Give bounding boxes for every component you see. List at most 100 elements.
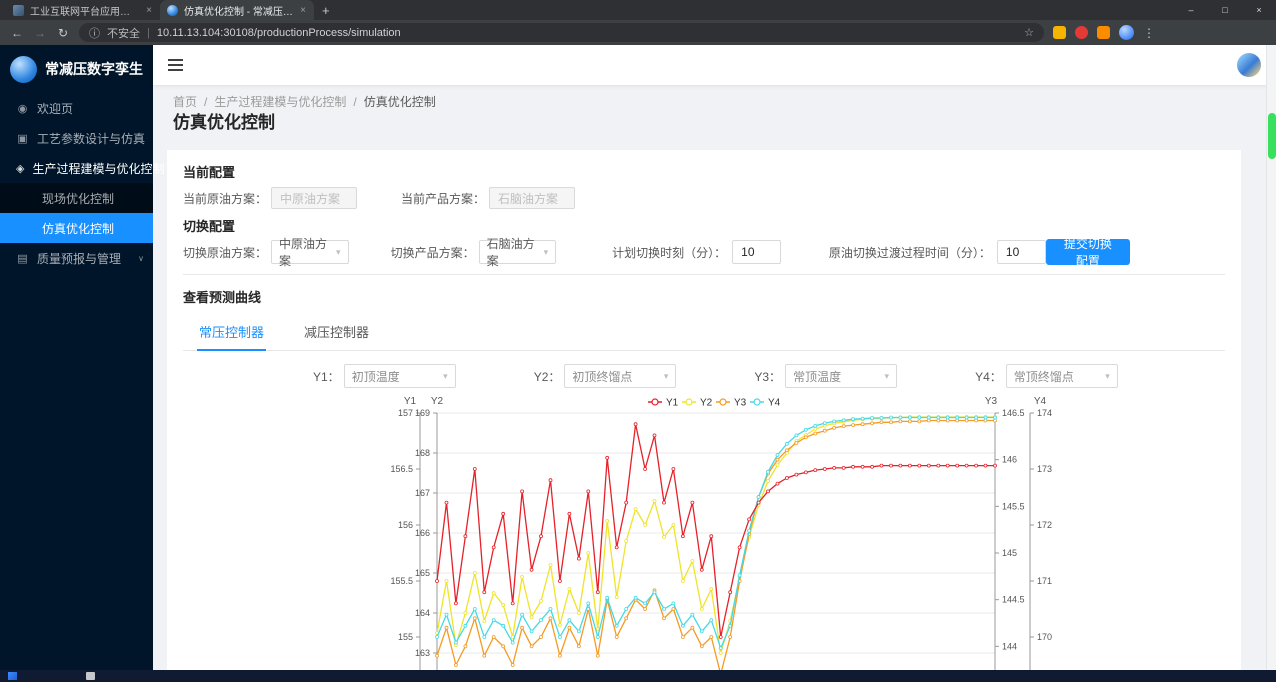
sidebar-item-quality[interactable]: ▤ 质量预报与管理 ∨ bbox=[0, 243, 153, 273]
window-maximize-button[interactable]: □ bbox=[1208, 0, 1242, 20]
sidebar-item-welcome[interactable]: ◉ 欢迎页 bbox=[0, 93, 153, 123]
tab-vacuum-controller[interactable]: 减压控制器 bbox=[302, 315, 371, 350]
svg-text:Y3: Y3 bbox=[734, 398, 747, 409]
switch-config-row: 切换原油方案： 中原油方案 ▾ 切换产品方案： 石脑油方案 ▾ 计划切换时刻（分… bbox=[183, 240, 1225, 264]
svg-text:146.5: 146.5 bbox=[1002, 408, 1025, 418]
svg-text:Y4: Y4 bbox=[768, 398, 781, 409]
browser-profile-avatar[interactable] bbox=[1119, 25, 1134, 40]
user-avatar[interactable] bbox=[1237, 53, 1261, 77]
sidebar-item-label: 质量预报与管理 bbox=[37, 250, 121, 267]
bookmark-star-icon[interactable]: ☆ bbox=[1024, 26, 1034, 39]
taskbar-app-icon[interactable] bbox=[86, 672, 95, 680]
omnibox-separator: | bbox=[147, 27, 150, 39]
y4-select[interactable]: 常顶终馏点 ▾ bbox=[1006, 364, 1118, 388]
app-logo-icon bbox=[10, 56, 37, 83]
forward-button[interactable]: → bbox=[33, 26, 47, 40]
current-crude-label: 当前原油方案： bbox=[183, 190, 267, 207]
svg-text:173: 173 bbox=[1037, 464, 1052, 474]
chevron-down-icon: ▾ bbox=[544, 247, 549, 258]
sidebar-item-production-modeling[interactable]: ◈ 生产过程建模与优化控制 ∧ bbox=[0, 153, 153, 183]
sidebar-item-process-design[interactable]: ▣ 工艺参数设计与仿真 bbox=[0, 123, 153, 153]
address-bar[interactable]: ⓘ 不安全 | 10.11.13.104:30108/productionPro… bbox=[79, 23, 1044, 42]
svg-text:145: 145 bbox=[1002, 548, 1017, 558]
svg-text:145.5: 145.5 bbox=[1002, 501, 1025, 511]
svg-text:156.5: 156.5 bbox=[390, 464, 413, 474]
switch-product-select[interactable]: 石脑油方案 ▾ bbox=[479, 240, 557, 264]
window-close-button[interactable]: × bbox=[1242, 0, 1276, 20]
breadcrumb-item-current: 仿真优化控制 bbox=[364, 95, 436, 109]
svg-text:164: 164 bbox=[415, 608, 430, 618]
start-button[interactable] bbox=[8, 672, 17, 680]
y2-select[interactable]: 初顶终馏点 ▾ bbox=[564, 364, 676, 388]
scrollbar-thumb[interactable] bbox=[1268, 113, 1276, 159]
y1-select[interactable]: 初顶温度 ▾ bbox=[344, 364, 456, 388]
extension-adblock-icon[interactable] bbox=[1075, 26, 1088, 39]
divider bbox=[183, 274, 1225, 275]
submit-switch-button[interactable]: 提交切换配置 bbox=[1046, 239, 1130, 265]
sidebar-subitem-field-optimization[interactable]: 现场优化控制 bbox=[0, 183, 153, 213]
vertical-scrollbar[interactable] bbox=[1266, 45, 1276, 670]
sidebar: 常减压数字孪生 ◉ 欢迎页 ▣ 工艺参数设计与仿真 ◈ 生产过程建模与优化控制 … bbox=[0, 45, 153, 670]
current-product-label: 当前产品方案： bbox=[401, 190, 485, 207]
transition-time-input[interactable]: 10 bbox=[997, 240, 1046, 264]
browser-tab-1[interactable]: 工业互联网平台应用商店 × bbox=[6, 0, 160, 20]
svg-text:144.5: 144.5 bbox=[1002, 595, 1025, 605]
info-icon[interactable]: ⓘ bbox=[89, 25, 100, 41]
app-logo[interactable]: 常减压数字孪生 bbox=[0, 45, 153, 93]
y1-group: Y1： 初顶温度 ▾ bbox=[313, 364, 456, 388]
browser-tab-2[interactable]: 仿真优化控制 - 常减压数字孪生 × bbox=[160, 0, 314, 20]
svg-text:163: 163 bbox=[415, 648, 430, 658]
switch-crude-value: 中原油方案 bbox=[279, 235, 336, 269]
prediction-chart[interactable]: 157156.5156155.5155154.5Y116916816716616… bbox=[390, 393, 1070, 670]
sidebar-subitem-label: 现场优化控制 bbox=[42, 190, 114, 207]
breadcrumb-item-home[interactable]: 首页 bbox=[173, 95, 197, 109]
browser-menu-icon[interactable]: ⋮ bbox=[1143, 26, 1155, 40]
page-title: 仿真优化控制 bbox=[173, 108, 275, 133]
svg-text:174: 174 bbox=[1037, 408, 1052, 418]
tab2-close-icon[interactable]: × bbox=[299, 5, 307, 16]
sidebar-subitem-simulation-optimization[interactable]: 仿真优化控制 bbox=[0, 213, 153, 243]
controller-tabs: 常压控制器 减压控制器 bbox=[183, 315, 1225, 351]
tab2-favicon bbox=[167, 5, 178, 16]
y2-label: Y2： bbox=[534, 368, 561, 385]
svg-text:Y2: Y2 bbox=[431, 396, 444, 407]
browser-tab-bar: 工业互联网平台应用商店 × 仿真优化控制 - 常减压数字孪生 × + – □ × bbox=[0, 0, 1276, 20]
content-topbar bbox=[153, 45, 1276, 85]
app-title: 常减压数字孪生 bbox=[45, 59, 143, 79]
sidebar-submenu: 现场优化控制 仿真优化控制 bbox=[0, 183, 153, 243]
design-icon: ▣ bbox=[16, 132, 29, 145]
screen: 工业互联网平台应用商店 × 仿真优化控制 - 常减压数字孪生 × + – □ ×… bbox=[0, 0, 1276, 682]
svg-text:168: 168 bbox=[415, 448, 430, 458]
switch-config-title: 切换配置 bbox=[183, 216, 1225, 235]
back-button[interactable]: ← bbox=[10, 26, 24, 40]
plan-time-input[interactable]: 10 bbox=[732, 240, 781, 264]
chevron-down-icon: ▾ bbox=[336, 247, 341, 258]
svg-text:155.5: 155.5 bbox=[390, 576, 413, 586]
y3-group: Y3： 常顶温度 ▾ bbox=[754, 364, 897, 388]
switch-crude-label: 切换原油方案： bbox=[183, 244, 267, 261]
transition-time-label: 原油切换过渡过程时间（分）： bbox=[829, 244, 991, 261]
breadcrumb-item-modeling[interactable]: 生产过程建模与优化控制 bbox=[214, 95, 346, 109]
current-config-title: 当前配置 bbox=[183, 162, 1225, 181]
svg-text:171: 171 bbox=[1037, 576, 1052, 586]
svg-text:169: 169 bbox=[415, 408, 430, 418]
y2-value: 初顶终馏点 bbox=[572, 368, 632, 385]
extension-orange-icon[interactable] bbox=[1097, 26, 1110, 39]
window-controls: – □ × bbox=[1174, 0, 1276, 20]
y1-label: Y1： bbox=[313, 368, 340, 385]
extension-grid-icon[interactable] bbox=[1053, 26, 1066, 39]
y2-group: Y2： 初顶终馏点 ▾ bbox=[534, 364, 677, 388]
y3-select[interactable]: 常顶温度 ▾ bbox=[785, 364, 897, 388]
window-minimize-button[interactable]: – bbox=[1174, 0, 1208, 20]
chevron-down-icon: ▾ bbox=[1105, 371, 1110, 382]
tab1-title: 工业互联网平台应用商店 bbox=[30, 3, 139, 18]
reload-button[interactable]: ↻ bbox=[56, 26, 70, 40]
menu-collapse-icon[interactable] bbox=[168, 59, 183, 71]
url-text: 10.11.13.104:30108/productionProcess/sim… bbox=[157, 27, 401, 39]
security-label: 不安全 bbox=[107, 25, 140, 41]
tab-atmospheric-controller[interactable]: 常压控制器 bbox=[197, 315, 266, 351]
modeling-icon: ◈ bbox=[16, 162, 24, 175]
tab1-close-icon[interactable]: × bbox=[145, 5, 153, 16]
new-tab-button[interactable]: + bbox=[322, 3, 330, 18]
switch-crude-select[interactable]: 中原油方案 ▾ bbox=[271, 240, 349, 264]
